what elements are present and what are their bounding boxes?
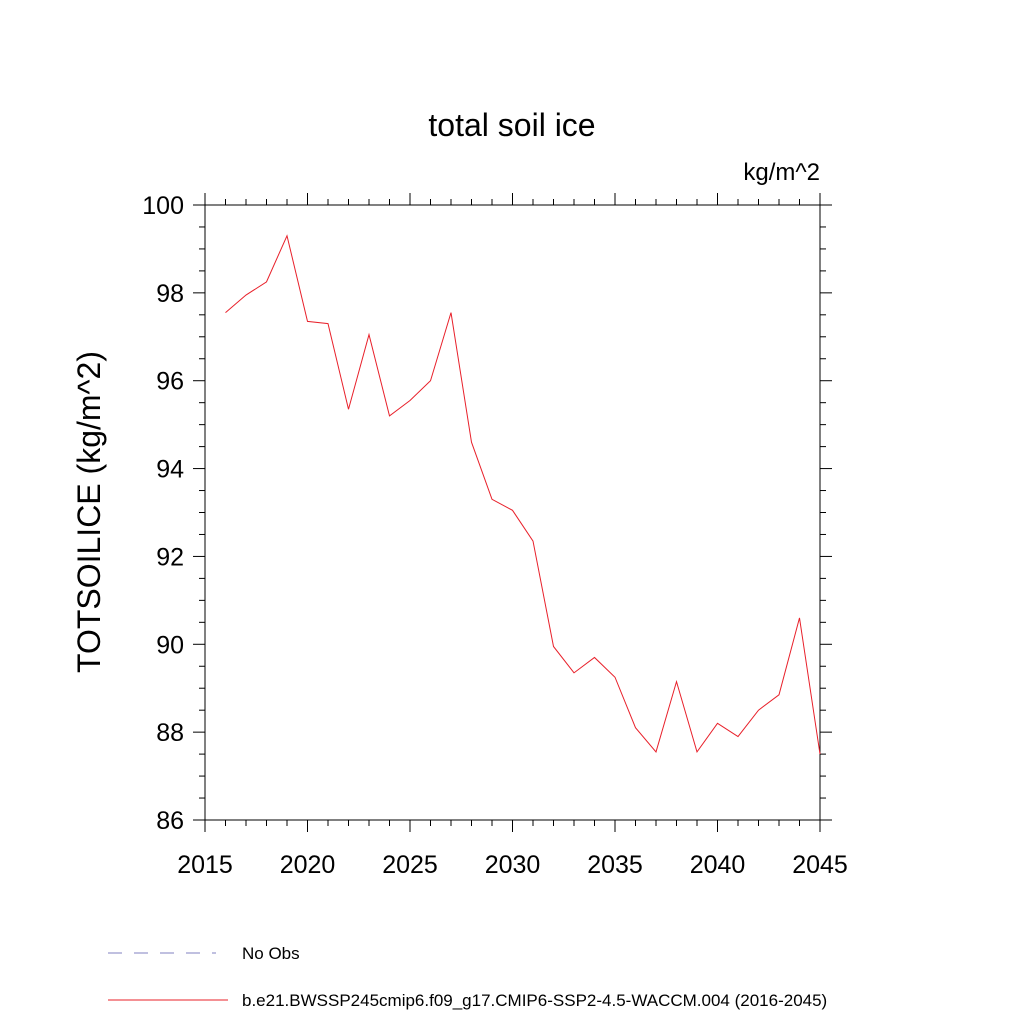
axis-ticks: 2015 2020 2025 2030 2035 2040 2045 86 88 90 92 94 96… <box>142 192 848 879</box>
x-tick-label: 2020 <box>280 851 336 879</box>
x-tick-label: 2025 <box>382 851 438 879</box>
x-tick-label: 2040 <box>690 851 746 879</box>
legend-label-no-obs: No Obs <box>242 944 300 963</box>
y-tick-label: 86 <box>156 807 184 835</box>
y-tick-label: 100 <box>142 192 184 220</box>
y-tick-label: 90 <box>156 631 184 659</box>
units-label: kg/m^2 <box>743 159 820 186</box>
series-layer <box>225 234 821 755</box>
y-tick-label: 94 <box>156 456 184 484</box>
y-axis-label: TOTSOILICE (kg/m^2) <box>71 351 107 673</box>
plot-area <box>204 204 821 821</box>
y-tick-label: 98 <box>156 280 184 308</box>
y-tick-label: 96 <box>156 368 184 396</box>
y-tick-label: 88 <box>156 719 184 747</box>
legend: No Obs b.e21.BWSSP245cmip6.f09_g17.CMIP6… <box>108 944 827 1010</box>
plot-frame <box>204 204 821 821</box>
x-tick-label: 2015 <box>177 851 233 879</box>
legend-label-model: b.e21.BWSSP245cmip6.f09_g17.CMIP6-SSP2-4… <box>242 991 827 1010</box>
series-line-1 <box>225 234 821 755</box>
x-tick-label: 2035 <box>587 851 643 879</box>
y-tick-label: 92 <box>156 543 184 571</box>
x-tick-label: 2030 <box>485 851 541 879</box>
chart-title: total soil ice <box>428 107 595 143</box>
x-tick-label: 2045 <box>792 851 848 879</box>
